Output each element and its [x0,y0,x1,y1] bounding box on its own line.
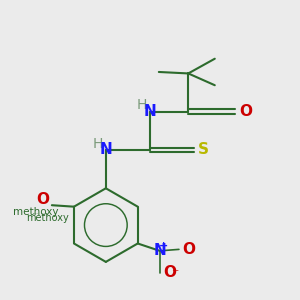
Text: N: N [144,104,156,119]
Text: O: O [182,242,196,257]
Text: S: S [198,142,209,158]
Text: O: O [239,104,252,119]
Text: O: O [163,266,176,280]
Text: ⁻: ⁻ [171,267,178,281]
Text: N: N [100,142,112,158]
Text: H: H [136,98,147,112]
Text: +: + [159,241,168,250]
Text: methoxy: methoxy [26,214,69,224]
Text: methoxy: methoxy [33,213,39,214]
Text: H: H [92,136,103,151]
Text: N: N [153,243,166,258]
Text: methoxy: methoxy [13,207,59,217]
Text: O: O [36,192,49,207]
